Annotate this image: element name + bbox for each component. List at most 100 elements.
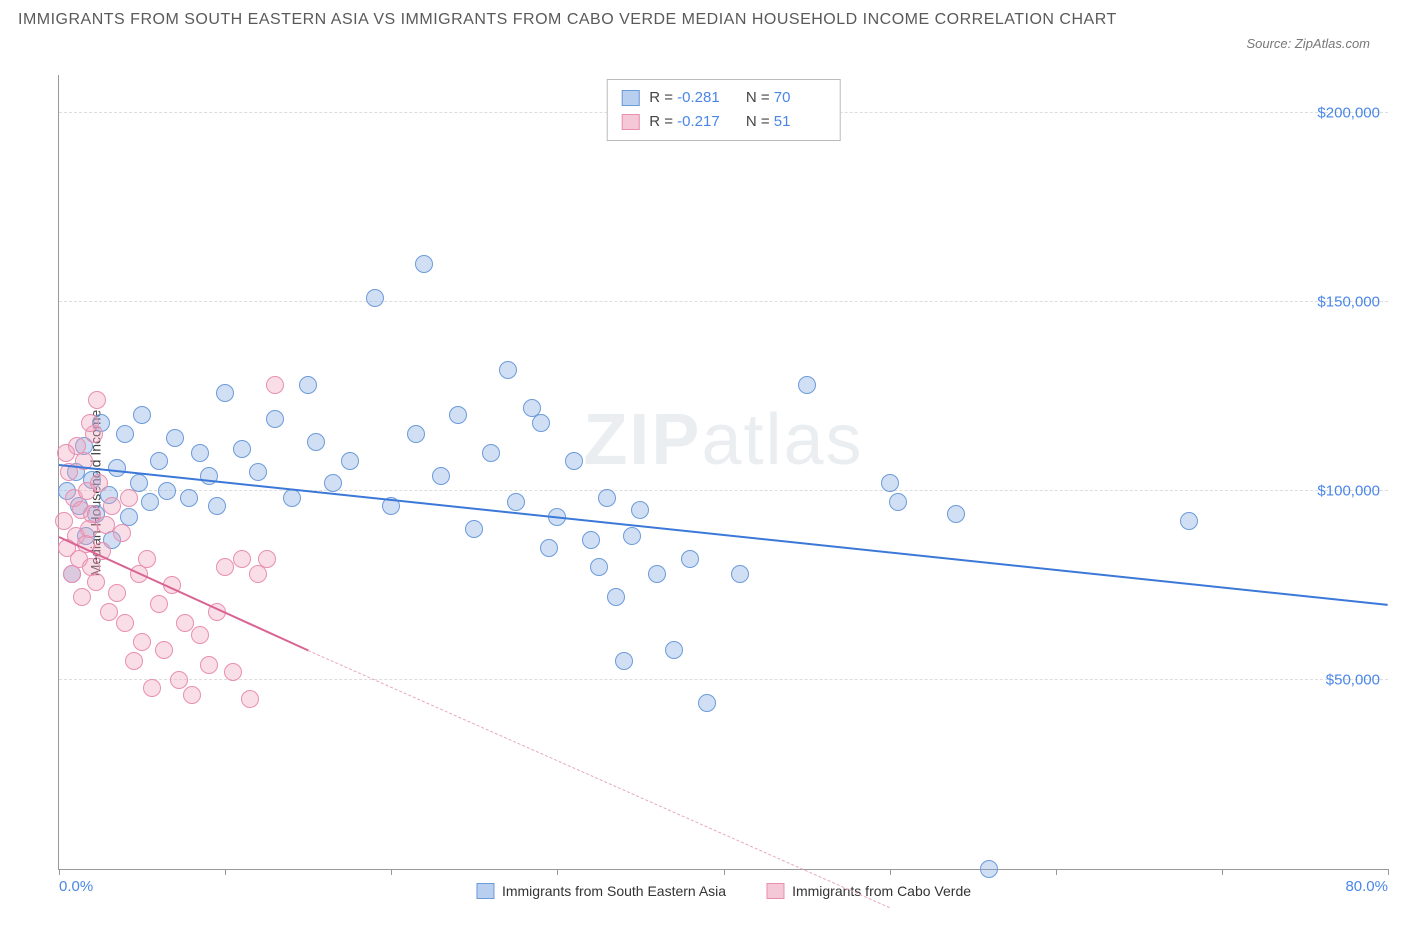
scatter-point	[482, 444, 500, 462]
scatter-point	[258, 550, 276, 568]
trend-line	[59, 464, 1388, 606]
scatter-point	[266, 410, 284, 428]
scatter-point	[798, 376, 816, 394]
scatter-point	[80, 520, 98, 538]
scatter-point	[73, 588, 91, 606]
scatter-point	[698, 694, 716, 712]
source-attribution: Source: ZipAtlas.com	[1246, 36, 1370, 51]
legend-item: Immigrants from Cabo Verde	[766, 883, 971, 899]
scatter-point	[191, 626, 209, 644]
scatter-point	[57, 444, 75, 462]
legend: Immigrants from South Eastern Asia Immig…	[476, 883, 971, 899]
scatter-point	[607, 588, 625, 606]
scatter-point	[598, 489, 616, 507]
scatter-point	[141, 493, 159, 511]
scatter-point	[200, 656, 218, 674]
scatter-point	[191, 444, 209, 462]
x-tick	[1388, 869, 1389, 875]
scatter-point	[266, 376, 284, 394]
scatter-point	[81, 414, 99, 432]
x-tick	[225, 869, 226, 875]
y-tick-label: $100,000	[1317, 482, 1380, 499]
scatter-point	[283, 489, 301, 507]
scatter-point	[150, 452, 168, 470]
scatter-point	[681, 550, 699, 568]
scatter-point	[97, 516, 115, 534]
correlation-stats-box: R = -0.281 N = 70 R = -0.217 N = 51	[606, 79, 841, 141]
x-tick	[1056, 869, 1057, 875]
legend-label: Immigrants from Cabo Verde	[792, 883, 971, 899]
legend-swatch-icon	[766, 883, 784, 899]
scatter-point	[100, 603, 118, 621]
scatter-point	[307, 433, 325, 451]
scatter-point	[947, 505, 965, 523]
x-tick	[1222, 869, 1223, 875]
scatter-point	[341, 452, 359, 470]
scatter-point	[432, 467, 450, 485]
scatter-point	[216, 384, 234, 402]
trend-line	[308, 650, 890, 908]
scatter-point	[108, 584, 126, 602]
scatter-point	[731, 565, 749, 583]
legend-item: Immigrants from South Eastern Asia	[476, 883, 726, 899]
scatter-point	[216, 558, 234, 576]
scatter-point	[241, 690, 259, 708]
scatter-point	[133, 406, 151, 424]
scatter-point	[87, 573, 105, 591]
scatter-point	[465, 520, 483, 538]
y-tick-label: $50,000	[1326, 671, 1380, 688]
x-tick-label: 0.0%	[59, 878, 93, 895]
series-swatch-icon	[621, 90, 639, 106]
scatter-point	[90, 474, 108, 492]
scatter-point	[116, 614, 134, 632]
scatter-point	[582, 531, 600, 549]
watermark: ZIPatlas	[583, 399, 863, 481]
scatter-point	[233, 550, 251, 568]
scatter-point	[143, 679, 161, 697]
scatter-point	[166, 429, 184, 447]
scatter-point	[631, 501, 649, 519]
scatter-point	[889, 493, 907, 511]
scatter-point	[249, 463, 267, 481]
scatter-point	[366, 289, 384, 307]
scatter-point	[415, 255, 433, 273]
scatter-point	[532, 414, 550, 432]
gridline	[59, 490, 1388, 491]
scatter-point	[980, 860, 998, 878]
scatter-point	[158, 482, 176, 500]
y-tick-label: $200,000	[1317, 104, 1380, 121]
scatter-point	[665, 641, 683, 659]
gridline	[59, 301, 1388, 302]
scatter-point	[224, 663, 242, 681]
scatter-point	[449, 406, 467, 424]
scatter-point	[88, 391, 106, 409]
scatter-point	[507, 493, 525, 511]
scatter-point	[150, 595, 168, 613]
scatter-point	[1180, 512, 1198, 530]
scatter-point	[103, 497, 121, 515]
legend-label: Immigrants from South Eastern Asia	[502, 883, 726, 899]
plot-area: ZIPatlas R = -0.281 N = 70 R = -0.217 N …	[58, 75, 1388, 870]
x-tick	[557, 869, 558, 875]
scatter-point	[590, 558, 608, 576]
scatter-point	[299, 376, 317, 394]
scatter-point	[324, 474, 342, 492]
stats-row: R = -0.281 N = 70	[621, 86, 826, 110]
chart-container: Median Household Income ZIPatlas R = -0.…	[18, 75, 1388, 910]
scatter-point	[108, 459, 126, 477]
chart-title: IMMIGRANTS FROM SOUTH EASTERN ASIA VS IM…	[18, 8, 1118, 32]
gridline	[59, 679, 1388, 680]
scatter-point	[407, 425, 425, 443]
scatter-point	[565, 452, 583, 470]
scatter-point	[170, 671, 188, 689]
x-tick	[890, 869, 891, 875]
scatter-point	[138, 550, 156, 568]
scatter-point	[615, 652, 633, 670]
scatter-point	[120, 489, 138, 507]
y-tick-label: $150,000	[1317, 293, 1380, 310]
scatter-point	[499, 361, 517, 379]
scatter-point	[133, 633, 151, 651]
series-swatch-icon	[621, 114, 639, 130]
legend-swatch-icon	[476, 883, 494, 899]
scatter-point	[208, 497, 226, 515]
